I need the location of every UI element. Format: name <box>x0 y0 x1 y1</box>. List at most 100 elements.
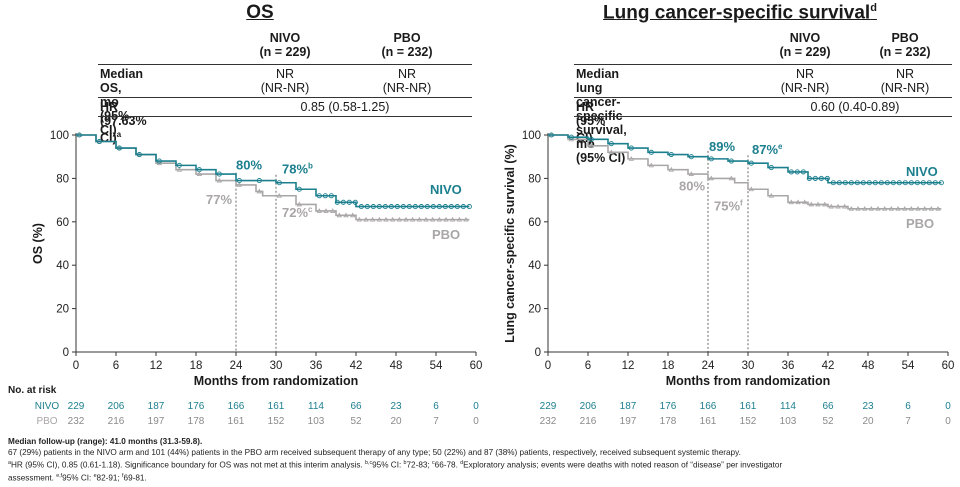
lcss-nivo-censor-mark <box>902 180 908 186</box>
lcss-nivo-censor-mark <box>708 156 714 162</box>
lcss-pbo-censor-mark <box>895 205 901 211</box>
os-x-tick-label: 12 <box>150 360 163 372</box>
os-annotation-sup: c <box>308 205 313 214</box>
lcss-pbo-censor-mark <box>748 186 755 192</box>
os-annotation-sup: b <box>308 162 313 171</box>
lcss-nivo-censor-mark <box>860 180 866 186</box>
os-pbo-censor-mark <box>196 171 203 176</box>
os-y-tick-label: 100 <box>50 130 69 142</box>
os-at-risk-value: 161 <box>228 416 245 427</box>
lcss-pbo-censor-mark <box>841 203 848 209</box>
lcss-nivo-censor-mark <box>648 149 654 155</box>
lcss-pbo-curve <box>548 134 942 210</box>
os-median-nivo: NR (NR-NR) <box>260 67 310 95</box>
os-x-tick-label: 30 <box>270 360 283 372</box>
os-pbo-censor-mark <box>256 188 263 194</box>
lcss-y-tick-label: 0 <box>535 347 541 359</box>
lcss-y-tick-label: 60 <box>528 217 541 229</box>
os-nivo-curve <box>76 134 470 208</box>
lcss-x-axis-label: Months from randomization <box>666 374 831 388</box>
lcss-pbo-censor-mark <box>801 199 808 205</box>
os-pbo-censor-mark <box>343 212 349 218</box>
os-pbo-censor-mark <box>316 208 323 213</box>
os-annotation: 80% <box>236 157 262 172</box>
footnotes: Median follow-up (range): 41.0 months (3… <box>8 437 953 484</box>
lcss-x-tick-label: 42 <box>822 360 835 372</box>
lcss-pbo-censor-mark <box>835 203 841 209</box>
lcss-y-tick-label: 40 <box>528 260 541 272</box>
lcss-nivo-censor-mark <box>748 160 754 166</box>
lcss-nivo-censor-mark <box>568 134 574 140</box>
lcss-nivo-censor-mark <box>872 180 878 186</box>
os-pbo-censor-mark <box>356 216 363 222</box>
os-pbo-censor-mark <box>216 177 223 183</box>
lcss-at-risk-value: 229 <box>540 401 557 412</box>
os-table-rule-3 <box>98 116 472 117</box>
lcss-nivo-censor-mark <box>926 180 932 186</box>
lcss-pbo-censor-mark <box>628 156 635 161</box>
lcss-y-tick-label: 100 <box>522 130 541 142</box>
lcss-nivo-censor-mark <box>818 175 824 181</box>
lcss-y-axis-label: Lung cancer-specific survival (%) <box>503 144 517 343</box>
lcss-nivo-censor-mark <box>548 132 554 138</box>
os-nivo-censor-mark <box>116 145 122 151</box>
lcss-at-risk-value: 52 <box>822 416 834 427</box>
lcss-nivo-censor-mark <box>854 180 860 186</box>
lcss-pbo-censor-mark <box>795 199 801 205</box>
os-nivo-censor-mark <box>376 204 382 210</box>
lcss-nivo-censor-mark <box>866 180 872 186</box>
lcss-nivo-censor-mark <box>608 141 614 147</box>
lcss-pbo-censor-mark <box>608 149 615 155</box>
lcss-nivo-censor-mark <box>806 175 812 181</box>
lcss-col-nivo-header: NIVO (n = 229) <box>779 31 831 59</box>
os-at-risk-value: 206 <box>108 401 125 412</box>
os-at-risk-title: No. at risk <box>8 385 57 396</box>
os-nivo-censor-mark <box>418 204 424 210</box>
os-pbo-censor-mark <box>456 216 463 222</box>
os-nivo-censor-mark <box>256 178 262 184</box>
os-nivo-censor-mark <box>436 204 442 210</box>
os-series-label-nivo: NIVO <box>430 182 462 197</box>
lcss-x-tick-label: 6 <box>585 360 591 372</box>
os-nivo-censor-mark <box>448 204 454 210</box>
lcss-at-risk-value: 103 <box>780 416 797 427</box>
lcss-pbo-censor-mark <box>815 201 821 207</box>
os-y-tick-label: 20 <box>56 304 69 316</box>
lcss-pbo-censor-mark <box>728 175 735 181</box>
os-x-axis-label: Months from randomization <box>194 374 359 388</box>
os-pbo-censor-mark <box>349 212 356 218</box>
os-at-risk-value: 6 <box>433 401 439 412</box>
lcss-nivo-censor-mark <box>800 169 806 175</box>
footnote-followup: Median follow-up (range): 41.0 months (3… <box>8 437 203 446</box>
os-nivo-censor-mark <box>340 199 346 205</box>
lcss-col-pbo-header: PBO (n = 232) <box>879 31 931 59</box>
lcss-pbo-censor-mark <box>875 205 881 211</box>
os-pbo-censor-mark <box>336 212 343 218</box>
os-at-risk-value: 52 <box>350 416 362 427</box>
os-annotation: 72%c <box>282 205 313 220</box>
lcss-pbo-censor-mark <box>828 203 835 209</box>
lcss-x-tick-label: 36 <box>782 360 795 372</box>
lcss-hr-value: 0.60 (0.40-0.89) <box>810 100 900 114</box>
os-x-tick-label: 42 <box>350 360 363 372</box>
lcss-pbo-censor-mark <box>848 205 855 211</box>
os-at-risk-value: 178 <box>188 416 205 427</box>
os-pbo-censor-mark <box>389 216 396 222</box>
lcss-at-risk-value: 66 <box>822 401 834 412</box>
os-at-risk-value: 197 <box>148 416 165 427</box>
lcss-at-risk-value: 6 <box>905 401 911 412</box>
os-pbo-censor-mark <box>443 216 449 222</box>
lcss-nivo-censor-mark <box>788 169 794 175</box>
os-table-rule-1 <box>98 64 472 65</box>
lcss-pbo-censor-mark <box>688 171 695 176</box>
lcss-pbo-censor-mark <box>668 166 675 172</box>
os-pbo-censor-mark <box>363 216 369 222</box>
os-annotation: 78%b <box>282 162 313 177</box>
os-x-tick-label: 18 <box>190 360 203 372</box>
lcss-pbo-censor-mark <box>881 205 888 211</box>
lcss-median-nivo: NR (NR-NR) <box>780 67 830 95</box>
lcss-median-pbo: NR (NR-NR) <box>880 67 930 95</box>
lcss-panel-title: Lung cancer-specific survivald <box>603 2 877 24</box>
lcss-at-risk-value: 178 <box>660 416 677 427</box>
lcss-at-risk-value: 232 <box>540 416 557 427</box>
